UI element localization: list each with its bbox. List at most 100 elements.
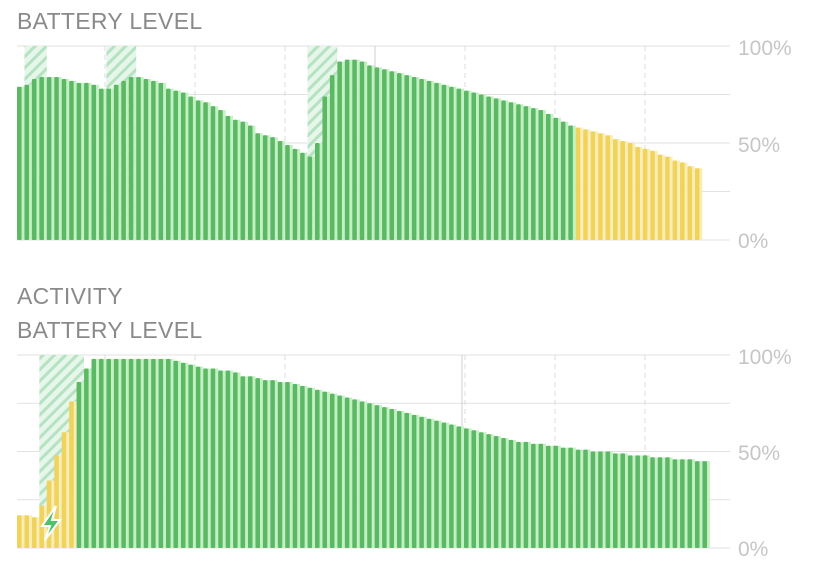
bar-gap	[215, 106, 219, 240]
bar-gap	[274, 380, 278, 548]
battery-bar	[508, 102, 514, 240]
battery-bar	[367, 65, 372, 241]
battery-bar	[605, 135, 611, 240]
bar-gap	[543, 443, 546, 548]
bar-gap	[498, 98, 502, 240]
bar-gap	[431, 418, 435, 548]
battery-bar	[635, 146, 640, 240]
bar-gap	[558, 445, 561, 548]
bar-gap	[312, 156, 315, 240]
bar-gap	[245, 121, 248, 240]
bar-gap	[580, 127, 584, 240]
battery-bar	[627, 143, 633, 240]
battery-bar	[694, 168, 700, 240]
battery-bar	[538, 443, 544, 548]
bar-gap	[297, 148, 301, 240]
bar-gap	[468, 428, 472, 548]
bar-gap	[505, 437, 509, 548]
bar-gap	[535, 108, 539, 240]
battery-bar	[173, 90, 179, 241]
battery-bar	[61, 78, 67, 240]
bar-gap	[483, 432, 487, 548]
bar-gap	[401, 73, 405, 240]
bar-gap	[595, 451, 599, 548]
battery-bar	[247, 125, 253, 240]
battery-bar	[590, 451, 596, 548]
battery-bar	[352, 59, 357, 240]
battery-bar	[113, 84, 119, 240]
battery-level-title: BATTERY LEVEL	[17, 8, 203, 34]
bar-gap	[43, 77, 47, 240]
bar-gap	[341, 395, 345, 548]
battery-bar	[486, 96, 491, 240]
bar-gap	[334, 393, 338, 548]
bar-gap	[409, 75, 412, 240]
bar-gap	[103, 88, 107, 241]
battery-bar	[456, 426, 462, 548]
battery-bar	[426, 418, 432, 548]
bar-gap	[349, 59, 353, 240]
bar-gap	[602, 133, 606, 240]
battery-bar	[76, 82, 82, 240]
bar-gap	[528, 441, 532, 548]
bar-gap	[669, 457, 673, 548]
battery-bar	[240, 376, 246, 548]
battery-bar	[657, 154, 663, 240]
battery-bar	[300, 152, 305, 240]
battery-bar	[434, 420, 439, 548]
battery-bar	[642, 148, 648, 240]
battery-bar	[367, 403, 372, 548]
battery-bar	[545, 113, 551, 240]
bar-gap	[565, 121, 569, 240]
battery-bar	[620, 141, 626, 240]
battery-bar	[300, 385, 305, 548]
battery-bar	[307, 156, 313, 240]
bar-gap	[371, 403, 375, 548]
battery-bar	[411, 414, 417, 548]
battery-bar	[650, 457, 655, 548]
bar-gap	[222, 110, 226, 241]
battery-bar	[583, 129, 588, 240]
battery-bar	[24, 515, 30, 548]
battery-bar	[501, 437, 506, 548]
bar-gap	[580, 449, 584, 548]
bar-gap	[364, 61, 368, 240]
bar-gap	[416, 77, 420, 240]
bar-gap	[207, 368, 211, 548]
battery-bar	[598, 451, 603, 548]
battery-bar	[210, 106, 216, 240]
battery-bar	[31, 78, 37, 240]
bar-gap	[409, 412, 412, 548]
bar-gap	[252, 125, 256, 240]
battery-bar	[158, 82, 164, 240]
battery-bar	[665, 457, 670, 548]
battery-bar	[210, 368, 216, 548]
battery-bar	[613, 139, 618, 240]
battery-bar	[523, 106, 529, 240]
battery-bar	[449, 86, 454, 241]
battery-bar	[560, 447, 566, 548]
battery-bar	[352, 399, 357, 548]
bar-gap	[610, 135, 613, 240]
bar-gap	[66, 78, 70, 240]
bar-gap	[282, 382, 286, 548]
battery-bar	[396, 73, 402, 240]
battery-bar	[419, 78, 424, 240]
bar-gap	[304, 152, 308, 240]
bar-gap	[371, 65, 375, 241]
battery-bar	[374, 405, 380, 548]
bar-gap	[163, 82, 166, 240]
bar-gap	[111, 358, 114, 548]
bar-gap	[505, 100, 509, 240]
battery-bar	[680, 459, 685, 548]
battery-bar	[650, 150, 655, 240]
bar-gap	[617, 139, 621, 240]
battery-bar	[419, 416, 424, 548]
battery-bar	[166, 88, 171, 241]
bar-gap	[453, 86, 457, 241]
bar-gap	[639, 455, 643, 548]
battery-bar	[98, 88, 104, 241]
battery-bar	[247, 376, 253, 548]
battery-bar	[680, 162, 685, 240]
bar-gap	[334, 75, 338, 240]
